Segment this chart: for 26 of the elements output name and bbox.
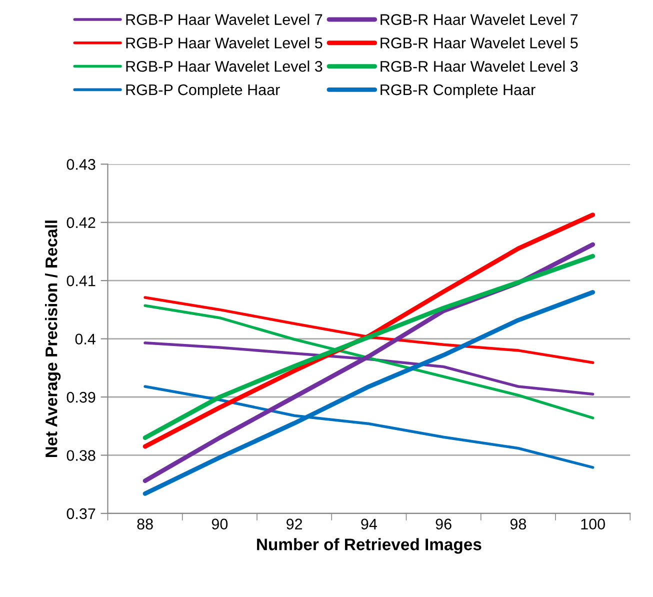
x-axis-title: Number of Retrieved Images xyxy=(257,538,482,554)
x-tick-label: 96 xyxy=(436,518,452,530)
x-tick-label: 92 xyxy=(286,518,302,530)
x-tick-label: 90 xyxy=(212,518,228,530)
line-series xyxy=(142,290,596,496)
y-tick-label: 0.39 xyxy=(66,392,96,403)
line-series xyxy=(142,254,596,440)
legend-label: RGB-R Haar Wavelet Level 7 xyxy=(380,14,578,25)
legend-label: RGB-P Haar Wavelet Level 3 xyxy=(126,60,322,72)
legend-label: RGB-R Haar Wavelet Level 5 xyxy=(380,37,578,48)
legend-label: RGB-P Haar Wavelet Level 5 xyxy=(126,37,322,48)
legend-label: RGB-R Haar Wavelet Level 3 xyxy=(380,60,578,72)
y-tick-label: 0.38 xyxy=(66,450,96,461)
x-tick-label: 88 xyxy=(137,518,153,530)
y-tick-label: 0.42 xyxy=(66,217,96,228)
y-tick-label: 0.41 xyxy=(66,275,96,286)
y-tick-label: 0.37 xyxy=(66,508,96,520)
legend-label: RGB-P Complete Haar xyxy=(126,84,280,98)
y-tick-label: 0.43 xyxy=(66,159,96,170)
x-tick-label: 100 xyxy=(581,518,605,530)
legend-label: RGB-R Complete Haar xyxy=(380,84,536,98)
x-tick-label: 98 xyxy=(510,518,526,530)
x-tick-label: 94 xyxy=(361,518,377,530)
legend-label: RGB-P Haar Wavelet Level 7 xyxy=(126,14,322,25)
y-axis-title: Net Average Precision / Recall xyxy=(45,220,61,458)
y-tick-label: 0.4 xyxy=(75,334,96,344)
